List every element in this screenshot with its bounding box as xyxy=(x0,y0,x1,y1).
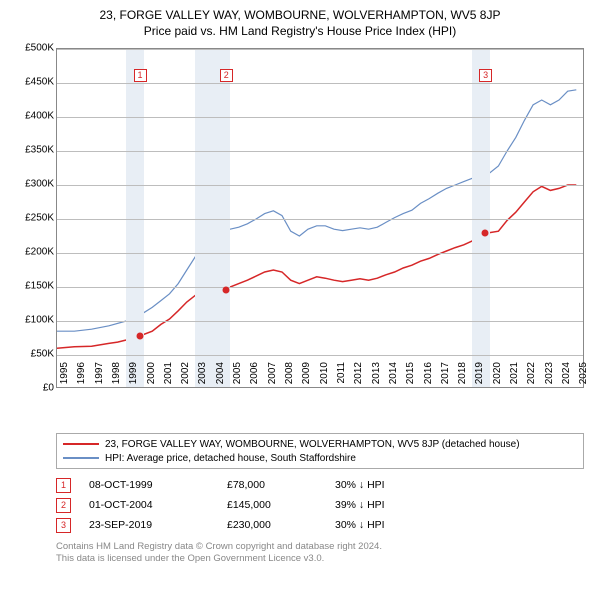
x-axis-label: 2001 xyxy=(163,362,174,392)
y-axis-label: £50K xyxy=(31,349,54,360)
chart-title-subtitle: Price paid vs. HM Land Registry's House … xyxy=(10,24,590,38)
sale-marker-dot xyxy=(222,287,229,294)
y-axis-label: £0 xyxy=(43,383,54,394)
x-axis-label: 2019 xyxy=(474,362,485,392)
footer-attribution: Contains HM Land Registry data © Crown c… xyxy=(56,541,590,565)
footer-line: This data is licensed under the Open Gov… xyxy=(56,553,590,565)
gridline xyxy=(57,151,583,152)
chart-title-address: 23, FORGE VALLEY WAY, WOMBOURNE, WOLVERH… xyxy=(10,8,590,22)
sale-marker-dot xyxy=(482,229,489,236)
x-axis-label: 2021 xyxy=(509,362,520,392)
x-axis-label: 2006 xyxy=(249,362,260,392)
sales-table: 1 08-OCT-1999 £78,000 30% ↓ HPI 2 01-OCT-2004… xyxy=(56,475,584,535)
y-axis-label: £100K xyxy=(25,315,54,326)
x-axis-label: 2025 xyxy=(578,362,589,392)
gridline xyxy=(57,321,583,322)
sale-index: 3 xyxy=(56,518,71,533)
x-axis-label: 1995 xyxy=(59,362,70,392)
y-axis-label: £500K xyxy=(25,43,54,54)
y-axis-label: £150K xyxy=(25,281,54,292)
sale-delta: 30% ↓ HPI xyxy=(335,479,435,491)
y-axis-label: £350K xyxy=(25,145,54,156)
footer-line: Contains HM Land Registry data © Crown c… xyxy=(56,541,590,553)
y-axis-label: £200K xyxy=(25,247,54,258)
legend-row: 23, FORGE VALLEY WAY, WOMBOURNE, WOLVERH… xyxy=(63,437,577,451)
plot-area: 1 2 3 xyxy=(56,48,584,388)
x-axis-label: 2007 xyxy=(267,362,278,392)
x-axis-label: 2005 xyxy=(232,362,243,392)
gridline xyxy=(57,117,583,118)
x-axis-label: 2023 xyxy=(544,362,555,392)
sale-marker-box: 1 xyxy=(134,69,147,82)
gridline xyxy=(57,83,583,84)
legend-row: HPI: Average price, detached house, Sout… xyxy=(63,451,577,465)
x-axis-label: 2020 xyxy=(492,362,503,392)
sale-price: £78,000 xyxy=(227,479,317,491)
shaded-band xyxy=(195,49,230,387)
sale-index: 2 xyxy=(56,498,71,513)
gridline xyxy=(57,253,583,254)
gridline xyxy=(57,49,583,50)
sale-marker-dot xyxy=(136,332,143,339)
sale-date: 01-OCT-2004 xyxy=(89,499,209,511)
sale-price: £145,000 xyxy=(227,499,317,511)
sale-price: £230,000 xyxy=(227,519,317,531)
sale-row: 1 08-OCT-1999 £78,000 30% ↓ HPI xyxy=(56,475,584,495)
x-axis-label: 2004 xyxy=(215,362,226,392)
legend-swatch xyxy=(63,457,99,459)
y-axis-label: £400K xyxy=(25,111,54,122)
sale-date: 08-OCT-1999 xyxy=(89,479,209,491)
y-axis-label: £300K xyxy=(25,179,54,190)
x-axis-label: 1996 xyxy=(76,362,87,392)
x-axis-label: 2014 xyxy=(388,362,399,392)
sale-marker-box: 2 xyxy=(220,69,233,82)
x-axis-label: 1999 xyxy=(128,362,139,392)
chart-area: 1 2 3 £0 £50K £100K £150K £200K £250K £300K £350K… xyxy=(10,44,590,429)
sale-row: 2 01-OCT-2004 £145,000 39% ↓ HPI xyxy=(56,495,584,515)
x-axis-label: 2016 xyxy=(423,362,434,392)
x-axis-label: 2013 xyxy=(371,362,382,392)
x-axis-label: 2009 xyxy=(301,362,312,392)
x-axis-label: 2018 xyxy=(457,362,468,392)
y-axis-label: £250K xyxy=(25,213,54,224)
x-axis-label: 2012 xyxy=(353,362,364,392)
x-axis-label: 2002 xyxy=(180,362,191,392)
sale-delta: 30% ↓ HPI xyxy=(335,519,435,531)
x-axis-label: 1997 xyxy=(94,362,105,392)
x-axis-label: 1998 xyxy=(111,362,122,392)
gridline xyxy=(57,185,583,186)
x-axis-label: 2003 xyxy=(197,362,208,392)
gridline xyxy=(57,355,583,356)
gridline xyxy=(57,219,583,220)
sale-date: 23-SEP-2019 xyxy=(89,519,209,531)
y-axis-label: £450K xyxy=(25,77,54,88)
x-axis-label: 2024 xyxy=(561,362,572,392)
x-axis-label: 2010 xyxy=(319,362,330,392)
x-axis-label: 2000 xyxy=(146,362,157,392)
sale-index: 1 xyxy=(56,478,71,493)
shaded-band xyxy=(472,49,489,387)
x-axis-label: 2011 xyxy=(336,362,347,392)
x-axis-label: 2017 xyxy=(440,362,451,392)
sale-row: 3 23-SEP-2019 £230,000 30% ↓ HPI xyxy=(56,515,584,535)
sale-marker-box: 3 xyxy=(479,69,492,82)
legend-swatch xyxy=(63,443,99,445)
sale-delta: 39% ↓ HPI xyxy=(335,499,435,511)
x-axis-label: 2015 xyxy=(405,362,416,392)
gridline xyxy=(57,287,583,288)
x-axis-label: 2008 xyxy=(284,362,295,392)
x-axis-label: 2022 xyxy=(526,362,537,392)
legend-label: HPI: Average price, detached house, Sout… xyxy=(105,453,356,464)
chart-container: 23, FORGE VALLEY WAY, WOMBOURNE, WOLVERH… xyxy=(0,0,600,590)
legend: 23, FORGE VALLEY WAY, WOMBOURNE, WOLVERH… xyxy=(56,433,584,469)
legend-label: 23, FORGE VALLEY WAY, WOMBOURNE, WOLVERH… xyxy=(105,439,520,450)
